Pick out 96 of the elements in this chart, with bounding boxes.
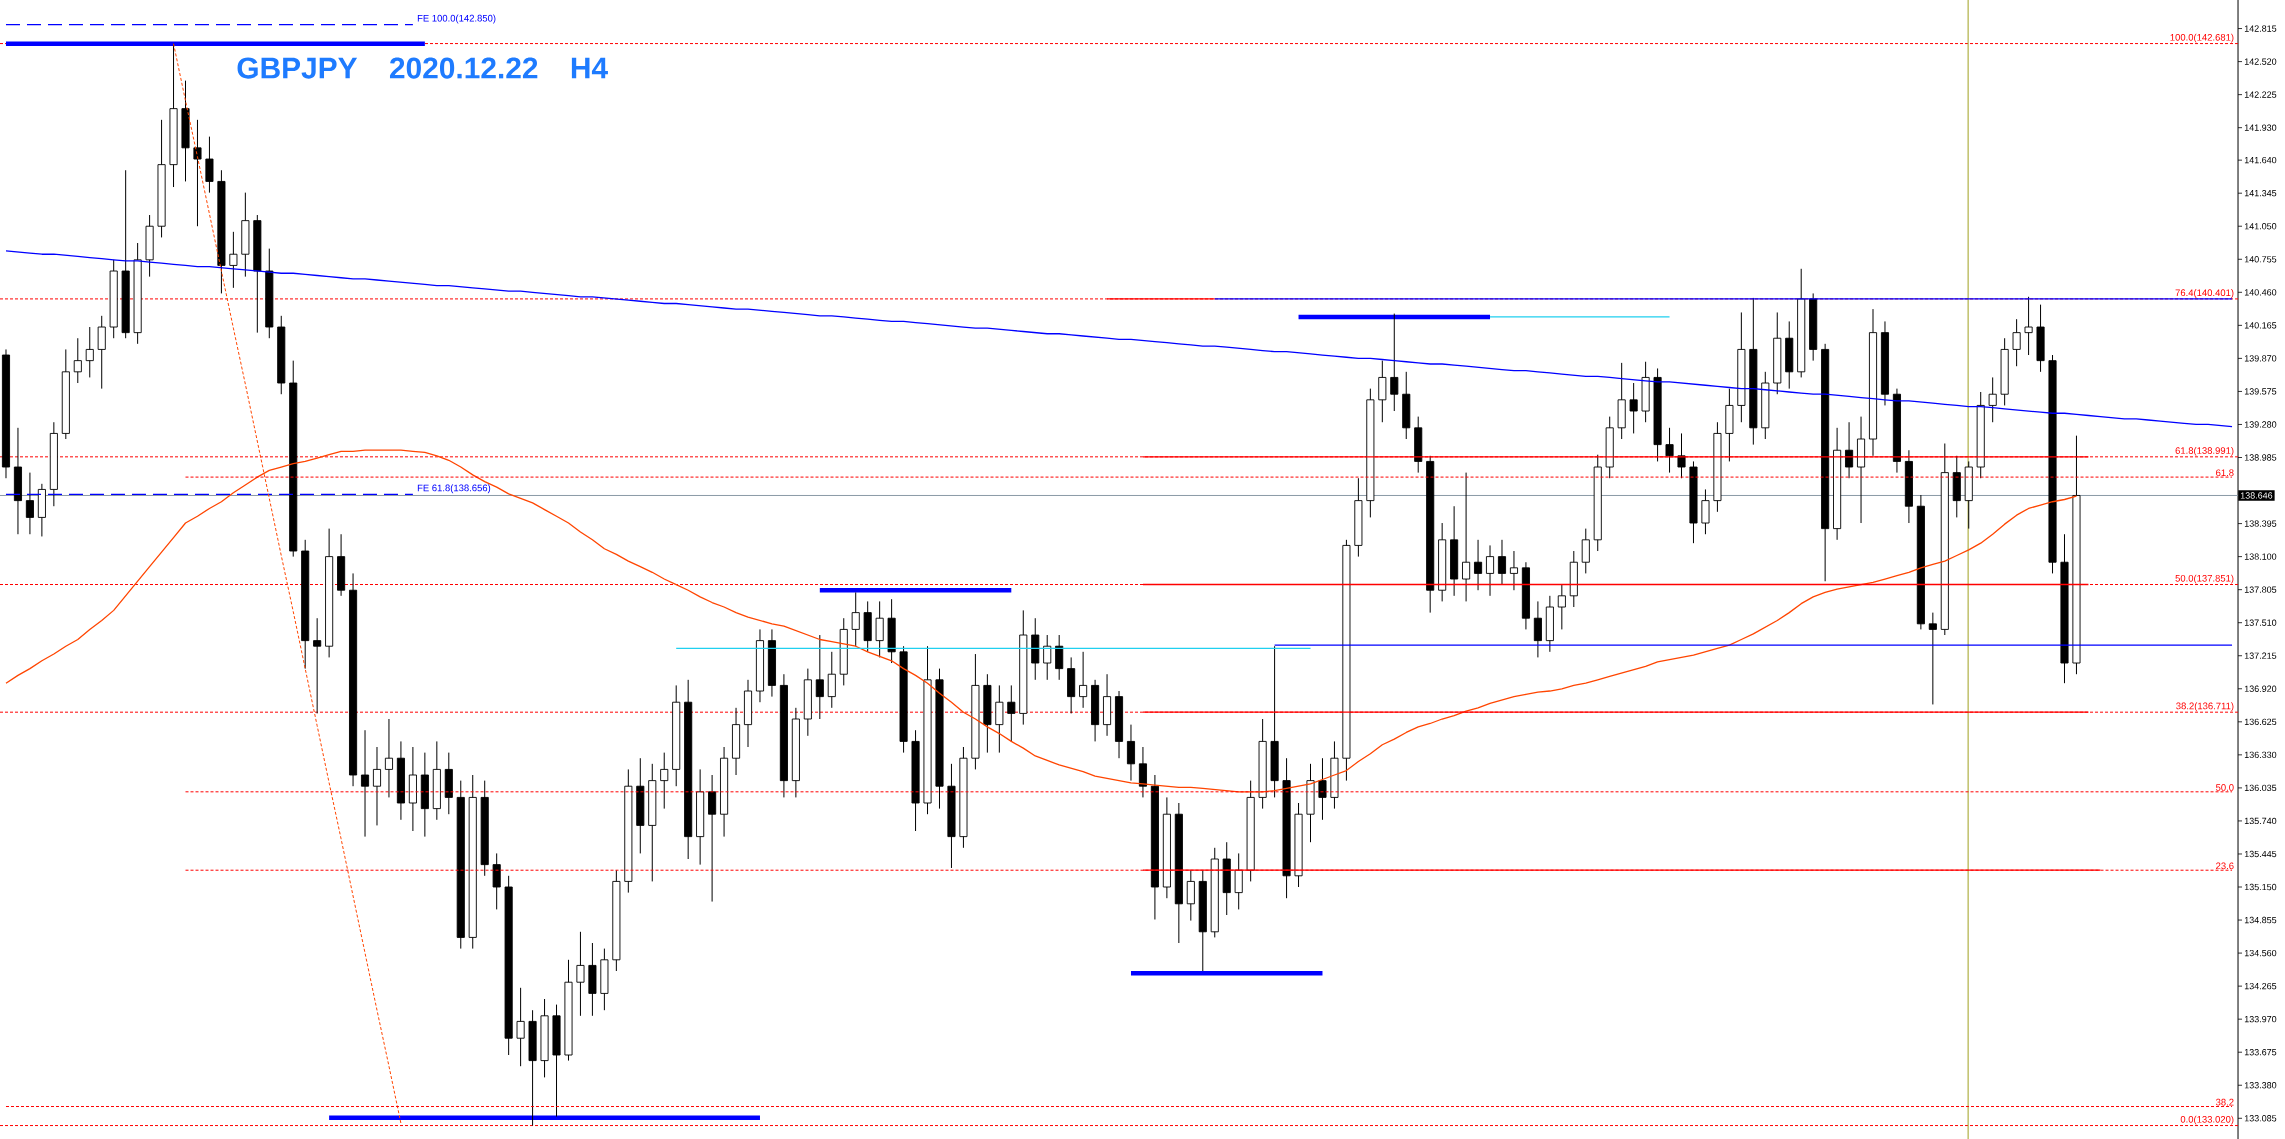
y-tick-label: 141.640 [2244,156,2277,164]
candlestick [1928,612,1937,705]
candlestick [1665,427,1674,474]
y-tick-label: 141.050 [2244,223,2277,230]
y-tick-label: 141.345 [2244,190,2277,197]
candlestick [1581,528,1590,574]
series-label: 50.0 [2215,784,2234,791]
candlestick [360,729,370,838]
y-tick-label: 142.225 [2244,91,2277,98]
candlestick [2024,296,2033,356]
candlestick [1318,757,1327,821]
candlestick [1079,651,1088,709]
ref-line-label: 76.4(140.401) [2175,289,2234,298]
candlestick [1234,852,1243,910]
candlestick [229,231,238,289]
candlestick [1186,869,1195,922]
y-tick-label: 135.740 [2244,817,2277,825]
candlestick [1533,600,1542,658]
candlestick [516,987,525,1067]
series-label: FE 100.0(142.850) [417,14,496,24]
candlestick [827,651,836,709]
ref-line-label: 38.2(136.711) [2176,702,2234,712]
y-tick-label: 138.395 [2244,520,2277,527]
y-tick-label: 140.460 [2244,289,2277,296]
ref-line-label: 61.8(138.991) [2175,447,2234,456]
y-tick-label: 138.985 [2244,454,2277,461]
candlestick [1557,584,1566,630]
candlestick [313,617,322,714]
series-label: 38.2 [2215,1098,2234,1106]
candlestick [205,136,214,194]
series-label: 61.8 [2216,469,2234,477]
y-tick-label: 137.510 [2244,619,2277,626]
y-tick-label: 140.165 [2244,322,2277,329]
y-tick-label: 139.575 [2244,388,2277,395]
candlestick [1378,360,1387,423]
y-tick-label: 133.970 [2244,1015,2277,1023]
candlestick [25,472,34,535]
candlestick [1043,634,1052,681]
candlestick [851,591,860,647]
candlestick [85,326,94,378]
y-tick-label: 140.755 [2244,256,2277,263]
text: GBPJPY 2020.12.22 H4 [237,57,608,79]
candlestick [1474,539,1483,591]
y-tick-label: 138.100 [2244,553,2277,560]
candlestick [1055,634,1064,681]
y-tick-label: 133.675 [2244,1049,2277,1056]
candlestick [1138,746,1147,798]
candlestick [1497,539,1507,586]
y-tick-label: 133.380 [2244,1082,2277,1089]
y-tick-label: 133.085 [2244,1115,2277,1122]
y-tick-label: 134.265 [2244,982,2277,990]
candlestick [372,746,382,826]
candlestick [492,852,501,910]
candlestick [1007,684,1016,742]
series-label: FE 61.8(138.656) [417,484,491,494]
y-tick-label: 139.870 [2244,355,2277,362]
candlestick [708,774,717,903]
ref-line-label: 0.0(133.020) [2180,1115,2234,1125]
y-tick-label: 137.215 [2244,652,2277,659]
candlestick [1988,376,1997,423]
y-tick-label: 135.445 [2244,850,2277,858]
series-label: 23.6 [2216,862,2234,870]
candlestick [875,600,884,658]
candlestick [1701,488,1710,535]
y-tick-label: 136.330 [2244,751,2277,759]
y-tick-label: 136.920 [2244,685,2277,692]
y-tick-label: 136.035 [2244,784,2277,792]
candlestick [576,931,585,1017]
candlestick [1390,313,1399,412]
candlestick [2012,318,2021,367]
candlestick [1509,550,1518,591]
candlestick [1629,382,1638,434]
y-tick-label: 139.280 [2244,421,2277,428]
ref-line-label: 138.646 [2240,492,2273,499]
y-tick-label: 141.930 [2244,124,2277,131]
y-tick-label: 136.625 [2244,718,2277,725]
y-tick-label: 134.855 [2244,916,2277,924]
candlestick [1462,472,1471,602]
candlestick [1126,724,1136,782]
y-tick-label: 137.805 [2244,586,2277,593]
ref-line-label: 100.0(142.681) [2170,33,2234,43]
candlestick [1845,421,1854,479]
candlestick [384,718,393,798]
y-tick-label: 142.520 [2244,58,2277,65]
ref-line-label: 50.0(137.851) [2175,574,2234,584]
candlestick [97,315,106,390]
candlestick [1677,432,1686,479]
candlestick [1485,544,1495,597]
y-tick-label: 135.150 [2244,883,2277,891]
candlestick [660,752,669,810]
candlestick [193,119,202,227]
candlestick [995,684,1004,754]
y-tick-label: 134.560 [2244,949,2277,957]
candlestick [73,337,82,384]
candlestick [815,634,824,720]
y-tick-label: 142.815 [2244,25,2277,32]
